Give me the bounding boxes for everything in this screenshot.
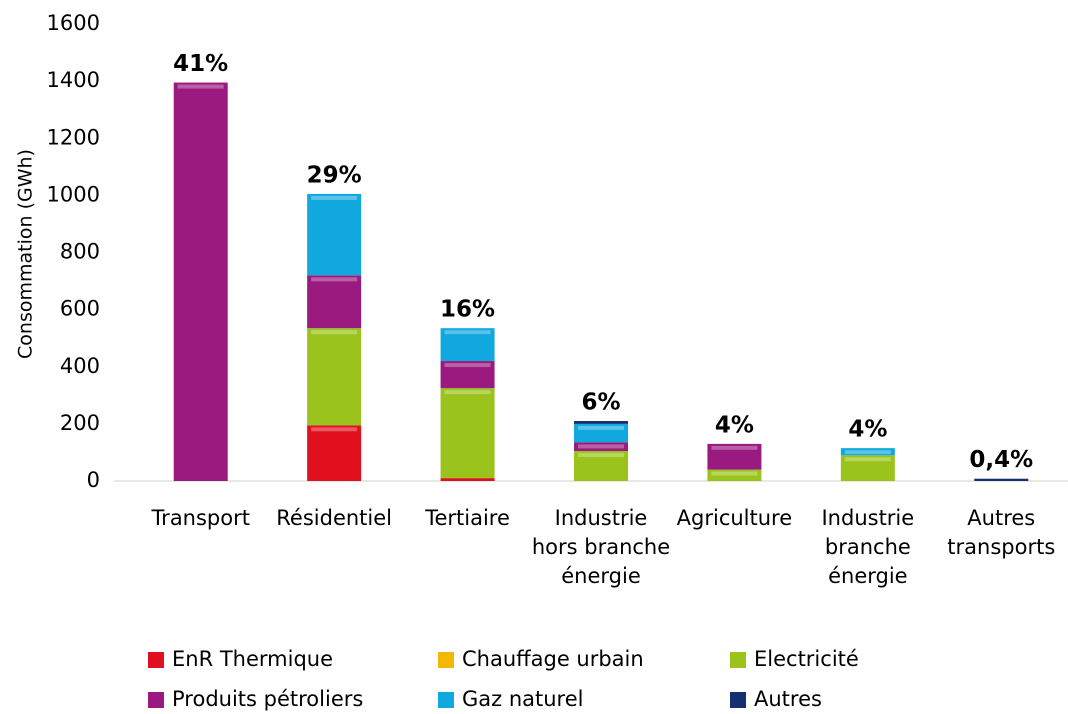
bar-highlight <box>844 457 891 462</box>
y-tick-label: 1400 <box>47 68 100 92</box>
legend-swatch <box>730 692 746 708</box>
bar-segment <box>707 469 762 481</box>
bar-highlight <box>311 330 358 335</box>
bar-highlight <box>444 390 491 395</box>
legend-swatch <box>438 652 454 668</box>
total-label: 29% <box>307 162 362 188</box>
legend-label: Autres <box>754 687 822 711</box>
legend-label: EnR Thermique <box>172 647 333 671</box>
bar-segment <box>440 361 495 389</box>
y-tick-label: 1000 <box>47 182 100 206</box>
legend-swatch <box>148 652 164 668</box>
total-label: 4% <box>848 417 887 443</box>
y-tick-label: 600 <box>60 297 100 321</box>
x-tick-label: Tertiaire <box>425 506 510 530</box>
bar-segment <box>440 478 495 481</box>
x-tick-label: Agriculture <box>676 506 793 530</box>
bar-highlight <box>711 445 758 450</box>
y-tick-label: 800 <box>60 240 100 264</box>
bar-segment <box>840 455 895 481</box>
bar-segment <box>440 388 495 479</box>
bar-segment <box>307 425 362 481</box>
bar-highlight <box>578 444 624 449</box>
y-tick-label: 1600 <box>47 11 100 35</box>
bar-segment <box>707 443 762 470</box>
y-axis-label: Consommation (GWh) <box>15 149 37 359</box>
x-tick-label: Autres transports <box>947 506 1056 559</box>
total-label: 4% <box>715 412 754 438</box>
bar-highlight <box>311 427 358 432</box>
bar-highlight <box>444 330 491 335</box>
bar-highlight <box>578 453 624 458</box>
bar-segment <box>173 82 228 481</box>
bar-segment <box>574 423 628 443</box>
x-tick-label: Industrie branche énergie <box>821 506 915 588</box>
y-tick-label: 1200 <box>47 125 100 149</box>
total-label: 41% <box>173 51 228 77</box>
x-tick-label: Résidentiel <box>276 506 392 530</box>
bar-segment <box>974 478 1029 481</box>
bar-segment <box>574 451 628 481</box>
bar-segment <box>307 193 362 276</box>
bar-highlight <box>844 450 891 455</box>
bar-segment <box>440 328 495 362</box>
y-tick-label: 0 <box>87 468 100 492</box>
legend-label: Produits pétroliers <box>172 687 363 711</box>
bar-highlight <box>311 277 358 282</box>
bar-segment <box>307 328 362 426</box>
bar-highlight <box>177 84 224 89</box>
bar-segment <box>840 448 895 456</box>
total-label: 0,4% <box>969 447 1033 473</box>
x-tick-label: Industrie hors branche énergie <box>531 506 671 588</box>
bar-highlight <box>578 425 624 430</box>
bar-highlight <box>444 363 491 368</box>
bar-highlight <box>711 471 758 476</box>
total-label: 16% <box>440 297 495 323</box>
legend-swatch <box>438 692 454 708</box>
legend-label: Chauffage urbain <box>462 647 644 671</box>
bar-highlight <box>311 195 358 200</box>
legend-swatch <box>148 692 164 708</box>
bar-segment <box>574 442 628 452</box>
x-tick-label: Transport <box>151 506 250 530</box>
legend-label: Gaz naturel <box>462 687 584 711</box>
y-tick-label: 400 <box>60 354 100 378</box>
legend-label: Electricité <box>754 647 859 671</box>
y-tick-label: 200 <box>60 411 100 435</box>
total-label: 6% <box>581 390 620 416</box>
legend-swatch <box>730 652 746 668</box>
bar-segment <box>574 421 628 424</box>
bar-segment <box>307 275 362 329</box>
